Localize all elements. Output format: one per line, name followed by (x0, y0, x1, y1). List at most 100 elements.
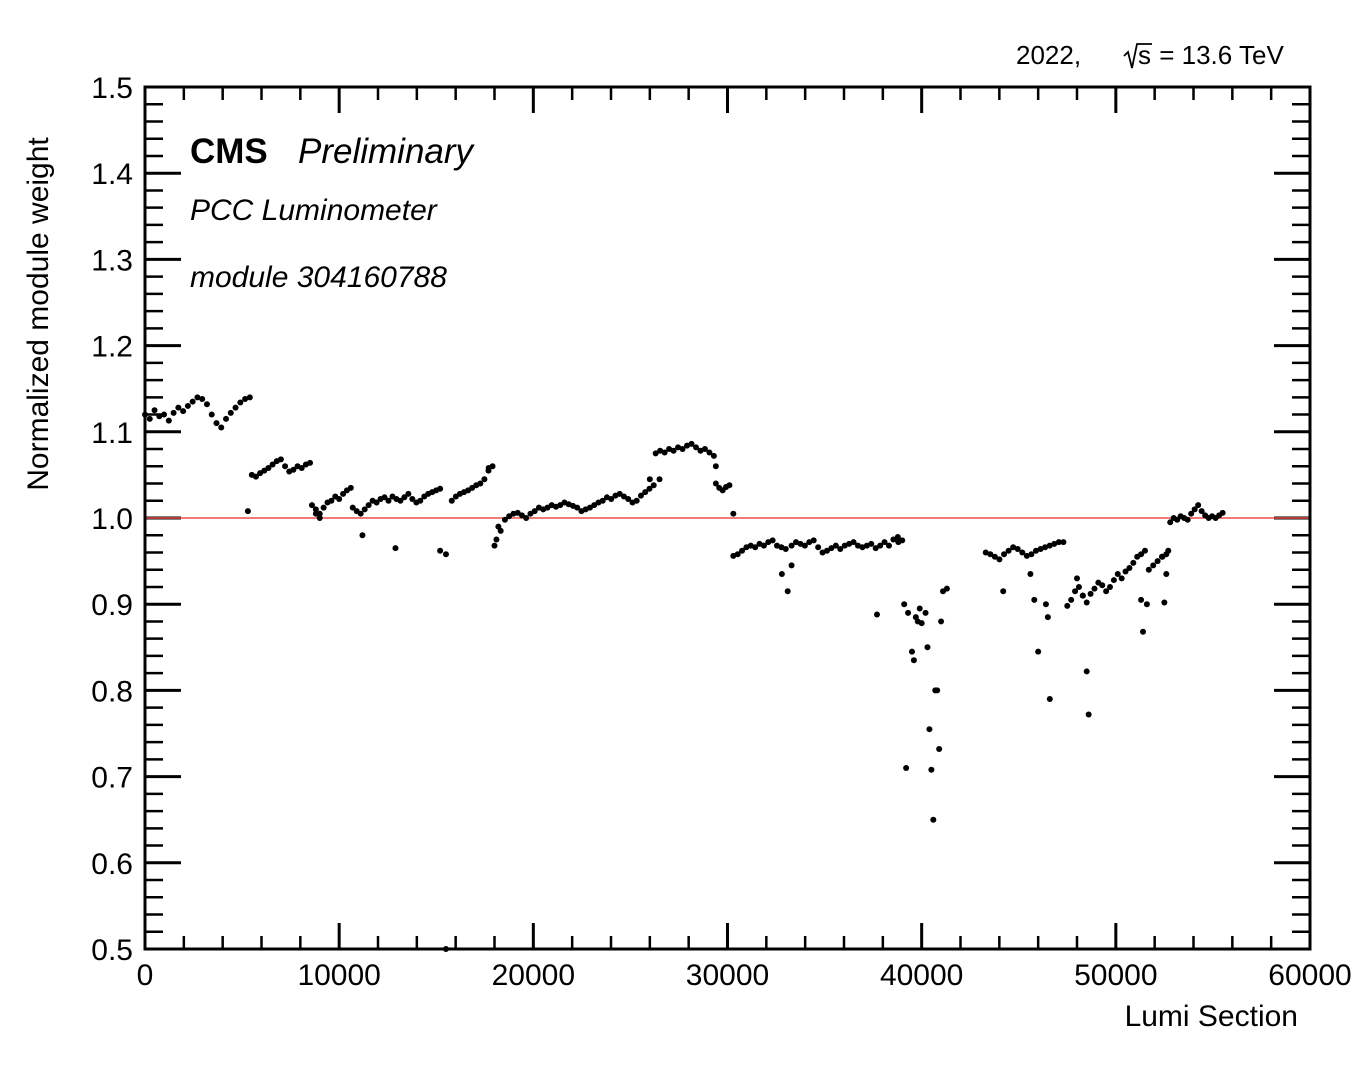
detector-label: PCC Luminometer (190, 194, 438, 227)
data-point (788, 562, 795, 569)
minor-tick-marks (145, 87, 1310, 949)
data-point (493, 536, 500, 543)
data-point (832, 542, 839, 549)
data-point (405, 490, 412, 497)
data-point (161, 411, 168, 418)
data-point (340, 490, 347, 497)
data-point (1103, 588, 1110, 595)
data-point (146, 415, 153, 422)
data-point (1000, 588, 1007, 595)
data-point (918, 620, 925, 627)
data-point (409, 496, 416, 503)
data-point (916, 605, 923, 612)
status-label: Preliminary (298, 132, 476, 171)
y-tick-label: 0.5 (91, 934, 133, 967)
data-point (1118, 575, 1125, 582)
data-point (688, 440, 695, 447)
data-point (170, 409, 177, 416)
data-point (908, 648, 915, 655)
data-point (1163, 571, 1170, 578)
data-point (712, 463, 719, 470)
data-point (1140, 628, 1147, 635)
data-point (868, 540, 875, 547)
data-point (307, 459, 314, 466)
data-point (213, 420, 220, 427)
data-point (1114, 571, 1121, 578)
data-point (385, 497, 392, 504)
data-points (142, 394, 1226, 952)
data-point (815, 544, 822, 551)
y-tick-label: 1.0 (91, 503, 133, 536)
data-point (1143, 601, 1150, 608)
data-point (890, 536, 897, 543)
data-point (1195, 502, 1202, 509)
data-point (608, 496, 615, 503)
data-point (203, 401, 210, 408)
x-tick-label: 40000 (880, 959, 963, 992)
data-point (1110, 577, 1117, 584)
data-point (477, 480, 484, 487)
data-point (991, 553, 998, 560)
data-point (252, 473, 259, 480)
data-point (501, 516, 508, 523)
data-point (872, 545, 879, 552)
data-point (885, 542, 892, 549)
year-label: 2022, (1016, 40, 1081, 70)
data-point (1079, 592, 1086, 599)
data-point (1074, 575, 1080, 582)
data-point (1145, 566, 1152, 573)
data-point (788, 542, 795, 549)
data-point (646, 476, 653, 483)
data-point (1055, 539, 1062, 546)
data-point (1042, 601, 1049, 608)
data-point (523, 515, 530, 521)
data-point (175, 404, 182, 411)
data-point (485, 465, 492, 472)
data-point (670, 447, 677, 454)
data-point (223, 415, 230, 422)
data-point (381, 494, 388, 501)
data-point (928, 766, 935, 773)
data-point (361, 506, 368, 513)
data-point (778, 571, 785, 578)
data-point (1023, 552, 1030, 559)
module-label: module 304160788 (190, 261, 447, 294)
data-point (312, 506, 319, 513)
x-tick-label: 20000 (492, 959, 575, 992)
data-point (1060, 539, 1067, 546)
data-point (1075, 583, 1082, 590)
data-point (365, 502, 372, 509)
data-point (1130, 559, 1137, 566)
data-point (903, 764, 910, 771)
data-point (1046, 696, 1053, 703)
data-point (194, 394, 201, 401)
energy-label: = 13.6 TeV (1152, 40, 1284, 70)
data-point (1064, 602, 1071, 609)
data-point (1091, 585, 1098, 592)
data-point (730, 510, 737, 517)
y-tick-label: 1.2 (91, 331, 133, 364)
data-point (1035, 648, 1042, 655)
data-point (1072, 588, 1079, 595)
data-point (316, 515, 323, 521)
data-point (401, 494, 408, 501)
data-point (1005, 547, 1012, 554)
data-point (828, 545, 835, 552)
data-point (652, 450, 659, 457)
data-point (442, 551, 449, 558)
data-point (633, 497, 640, 504)
data-point (165, 417, 172, 424)
data-point (726, 482, 733, 489)
data-point (328, 497, 335, 504)
data-point (1028, 551, 1035, 558)
data-point (1032, 547, 1039, 554)
data-point (357, 510, 364, 517)
data-point (1167, 519, 1174, 526)
data-point (320, 504, 327, 511)
data-point (218, 424, 225, 431)
data-point (637, 492, 644, 499)
data-point (922, 609, 929, 616)
data-point (349, 504, 356, 511)
data-point (448, 497, 455, 504)
sqrt-sign (1123, 43, 1152, 69)
